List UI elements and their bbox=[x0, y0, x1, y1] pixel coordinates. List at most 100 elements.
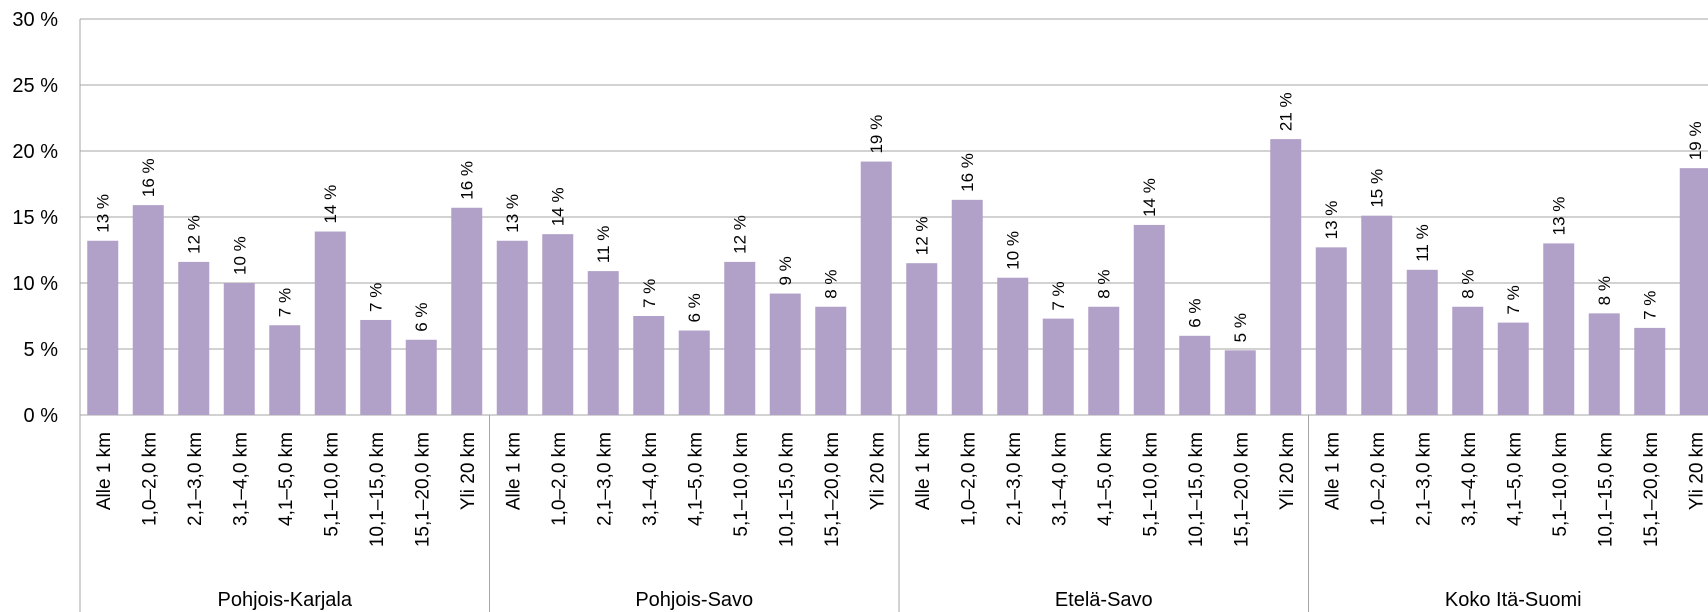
bar bbox=[724, 261, 756, 415]
data-label: 6 % bbox=[685, 293, 704, 322]
bar bbox=[360, 319, 392, 415]
y-tick-label: 10 % bbox=[12, 273, 58, 295]
x-tick-label: 3,1–4,0 km bbox=[640, 432, 661, 526]
x-tick-label: Alle 1 km bbox=[503, 432, 524, 510]
x-tick-label: 10,1–15,0 km bbox=[776, 432, 797, 547]
x-tick-label: Yli 20 km bbox=[867, 432, 888, 510]
data-label: 6 % bbox=[1186, 299, 1205, 328]
x-tick-label: 5,1–10,0 km bbox=[1140, 432, 1161, 537]
x-tick-label: 10,1–15,0 km bbox=[1186, 432, 1207, 547]
data-label: 8 % bbox=[1459, 269, 1478, 298]
bar bbox=[87, 240, 119, 415]
data-label: 7 % bbox=[1049, 281, 1068, 310]
x-tick-label: 2,1–3,0 km bbox=[1004, 432, 1025, 526]
bar bbox=[1634, 327, 1666, 415]
bar bbox=[1497, 322, 1529, 415]
x-tick-label: 1,0–2,0 km bbox=[549, 432, 570, 526]
data-label: 5 % bbox=[1231, 313, 1250, 342]
bar bbox=[906, 263, 938, 415]
data-label: 19 % bbox=[1686, 121, 1705, 160]
bar bbox=[951, 199, 983, 415]
x-tick-label: 15,1–20,0 km bbox=[1641, 432, 1662, 547]
bar bbox=[1543, 243, 1575, 415]
data-label: 7 % bbox=[367, 283, 386, 312]
data-label: 11 % bbox=[1413, 224, 1432, 262]
y-tick-label: 15 % bbox=[12, 207, 58, 229]
x-tick-label: 1,0–2,0 km bbox=[139, 432, 160, 526]
x-tick-label: 5,1–10,0 km bbox=[731, 432, 752, 537]
x-tick-label: 4,1–5,0 km bbox=[1504, 432, 1525, 526]
y-tick-label: 20 % bbox=[12, 141, 58, 163]
x-tick-label: 1,0–2,0 km bbox=[958, 432, 979, 526]
x-tick-label: Alle 1 km bbox=[94, 432, 115, 510]
bar bbox=[269, 325, 301, 415]
data-label: 14 % bbox=[321, 185, 340, 224]
bar bbox=[1042, 318, 1074, 415]
data-label: 7 % bbox=[276, 288, 295, 317]
data-label: 7 % bbox=[640, 279, 659, 308]
bar bbox=[587, 271, 619, 415]
data-label: 8 % bbox=[1095, 269, 1114, 298]
x-tick-label: 4,1–5,0 km bbox=[276, 432, 297, 526]
x-tick-label: 3,1–4,0 km bbox=[1459, 432, 1480, 526]
data-label: 7 % bbox=[1641, 291, 1660, 320]
data-label: 12 % bbox=[185, 215, 204, 254]
y-tick-label: 30 % bbox=[12, 9, 58, 31]
data-label: 14 % bbox=[1140, 178, 1159, 217]
data-label: 6 % bbox=[412, 302, 431, 331]
data-label: 10 % bbox=[1004, 231, 1023, 270]
x-tick-label: 4,1–5,0 km bbox=[1095, 432, 1116, 526]
bar bbox=[1679, 168, 1708, 415]
x-tick-label: 5,1–10,0 km bbox=[1550, 432, 1571, 537]
data-label: 16 % bbox=[458, 161, 477, 200]
bar bbox=[997, 277, 1029, 415]
group-label: Pohjois-Savo bbox=[635, 589, 753, 611]
x-tick-label: 5,1–10,0 km bbox=[321, 432, 342, 537]
data-label: 19 % bbox=[867, 115, 886, 154]
x-tick-label: 10,1–15,0 km bbox=[367, 432, 388, 547]
x-tick-label: 15,1–20,0 km bbox=[412, 432, 433, 547]
group-label: Etelä-Savo bbox=[1055, 589, 1153, 611]
bar bbox=[542, 234, 574, 415]
bar bbox=[1406, 269, 1438, 415]
bar bbox=[1588, 313, 1620, 415]
bar bbox=[1270, 139, 1302, 415]
x-tick-label: 2,1–3,0 km bbox=[594, 432, 615, 526]
bar bbox=[633, 316, 665, 415]
bar bbox=[1361, 215, 1393, 415]
group-label: Pohjois-Karjala bbox=[217, 589, 352, 611]
y-tick-label: 0 % bbox=[24, 405, 59, 427]
data-label: 9 % bbox=[776, 256, 795, 285]
bar bbox=[405, 339, 437, 415]
bar bbox=[451, 207, 483, 415]
x-tick-label: Alle 1 km bbox=[1322, 432, 1343, 510]
data-label: 13 % bbox=[1550, 197, 1569, 236]
x-tick-label: 3,1–4,0 km bbox=[230, 432, 251, 526]
bar bbox=[1088, 306, 1120, 415]
x-tick-label: 2,1–3,0 km bbox=[185, 432, 206, 526]
x-tick-label: 3,1–4,0 km bbox=[1049, 432, 1070, 526]
data-label: 13 % bbox=[1322, 201, 1341, 240]
y-tick-label: 5 % bbox=[24, 339, 59, 361]
group-label: Koko Itä-Suomi bbox=[1445, 589, 1582, 611]
bar bbox=[314, 231, 346, 415]
x-tick-label: 10,1–15,0 km bbox=[1595, 432, 1616, 547]
x-tick-label: Yli 20 km bbox=[458, 432, 479, 510]
bar bbox=[1315, 247, 1347, 415]
data-label: 16 % bbox=[139, 158, 158, 197]
bar bbox=[1224, 350, 1256, 415]
data-label: 13 % bbox=[503, 194, 522, 233]
bar bbox=[860, 161, 892, 415]
data-label: 12 % bbox=[731, 215, 750, 254]
x-tick-label: 15,1–20,0 km bbox=[822, 432, 843, 547]
bar bbox=[178, 261, 210, 415]
data-label: 8 % bbox=[822, 269, 841, 298]
y-tick-label: 25 % bbox=[12, 75, 58, 97]
data-label: 7 % bbox=[1504, 285, 1523, 314]
bar bbox=[132, 205, 164, 415]
x-tick-label: 1,0–2,0 km bbox=[1368, 432, 1389, 526]
bar bbox=[1179, 335, 1211, 415]
data-label: 12 % bbox=[913, 216, 932, 255]
data-label: 14 % bbox=[549, 187, 568, 226]
